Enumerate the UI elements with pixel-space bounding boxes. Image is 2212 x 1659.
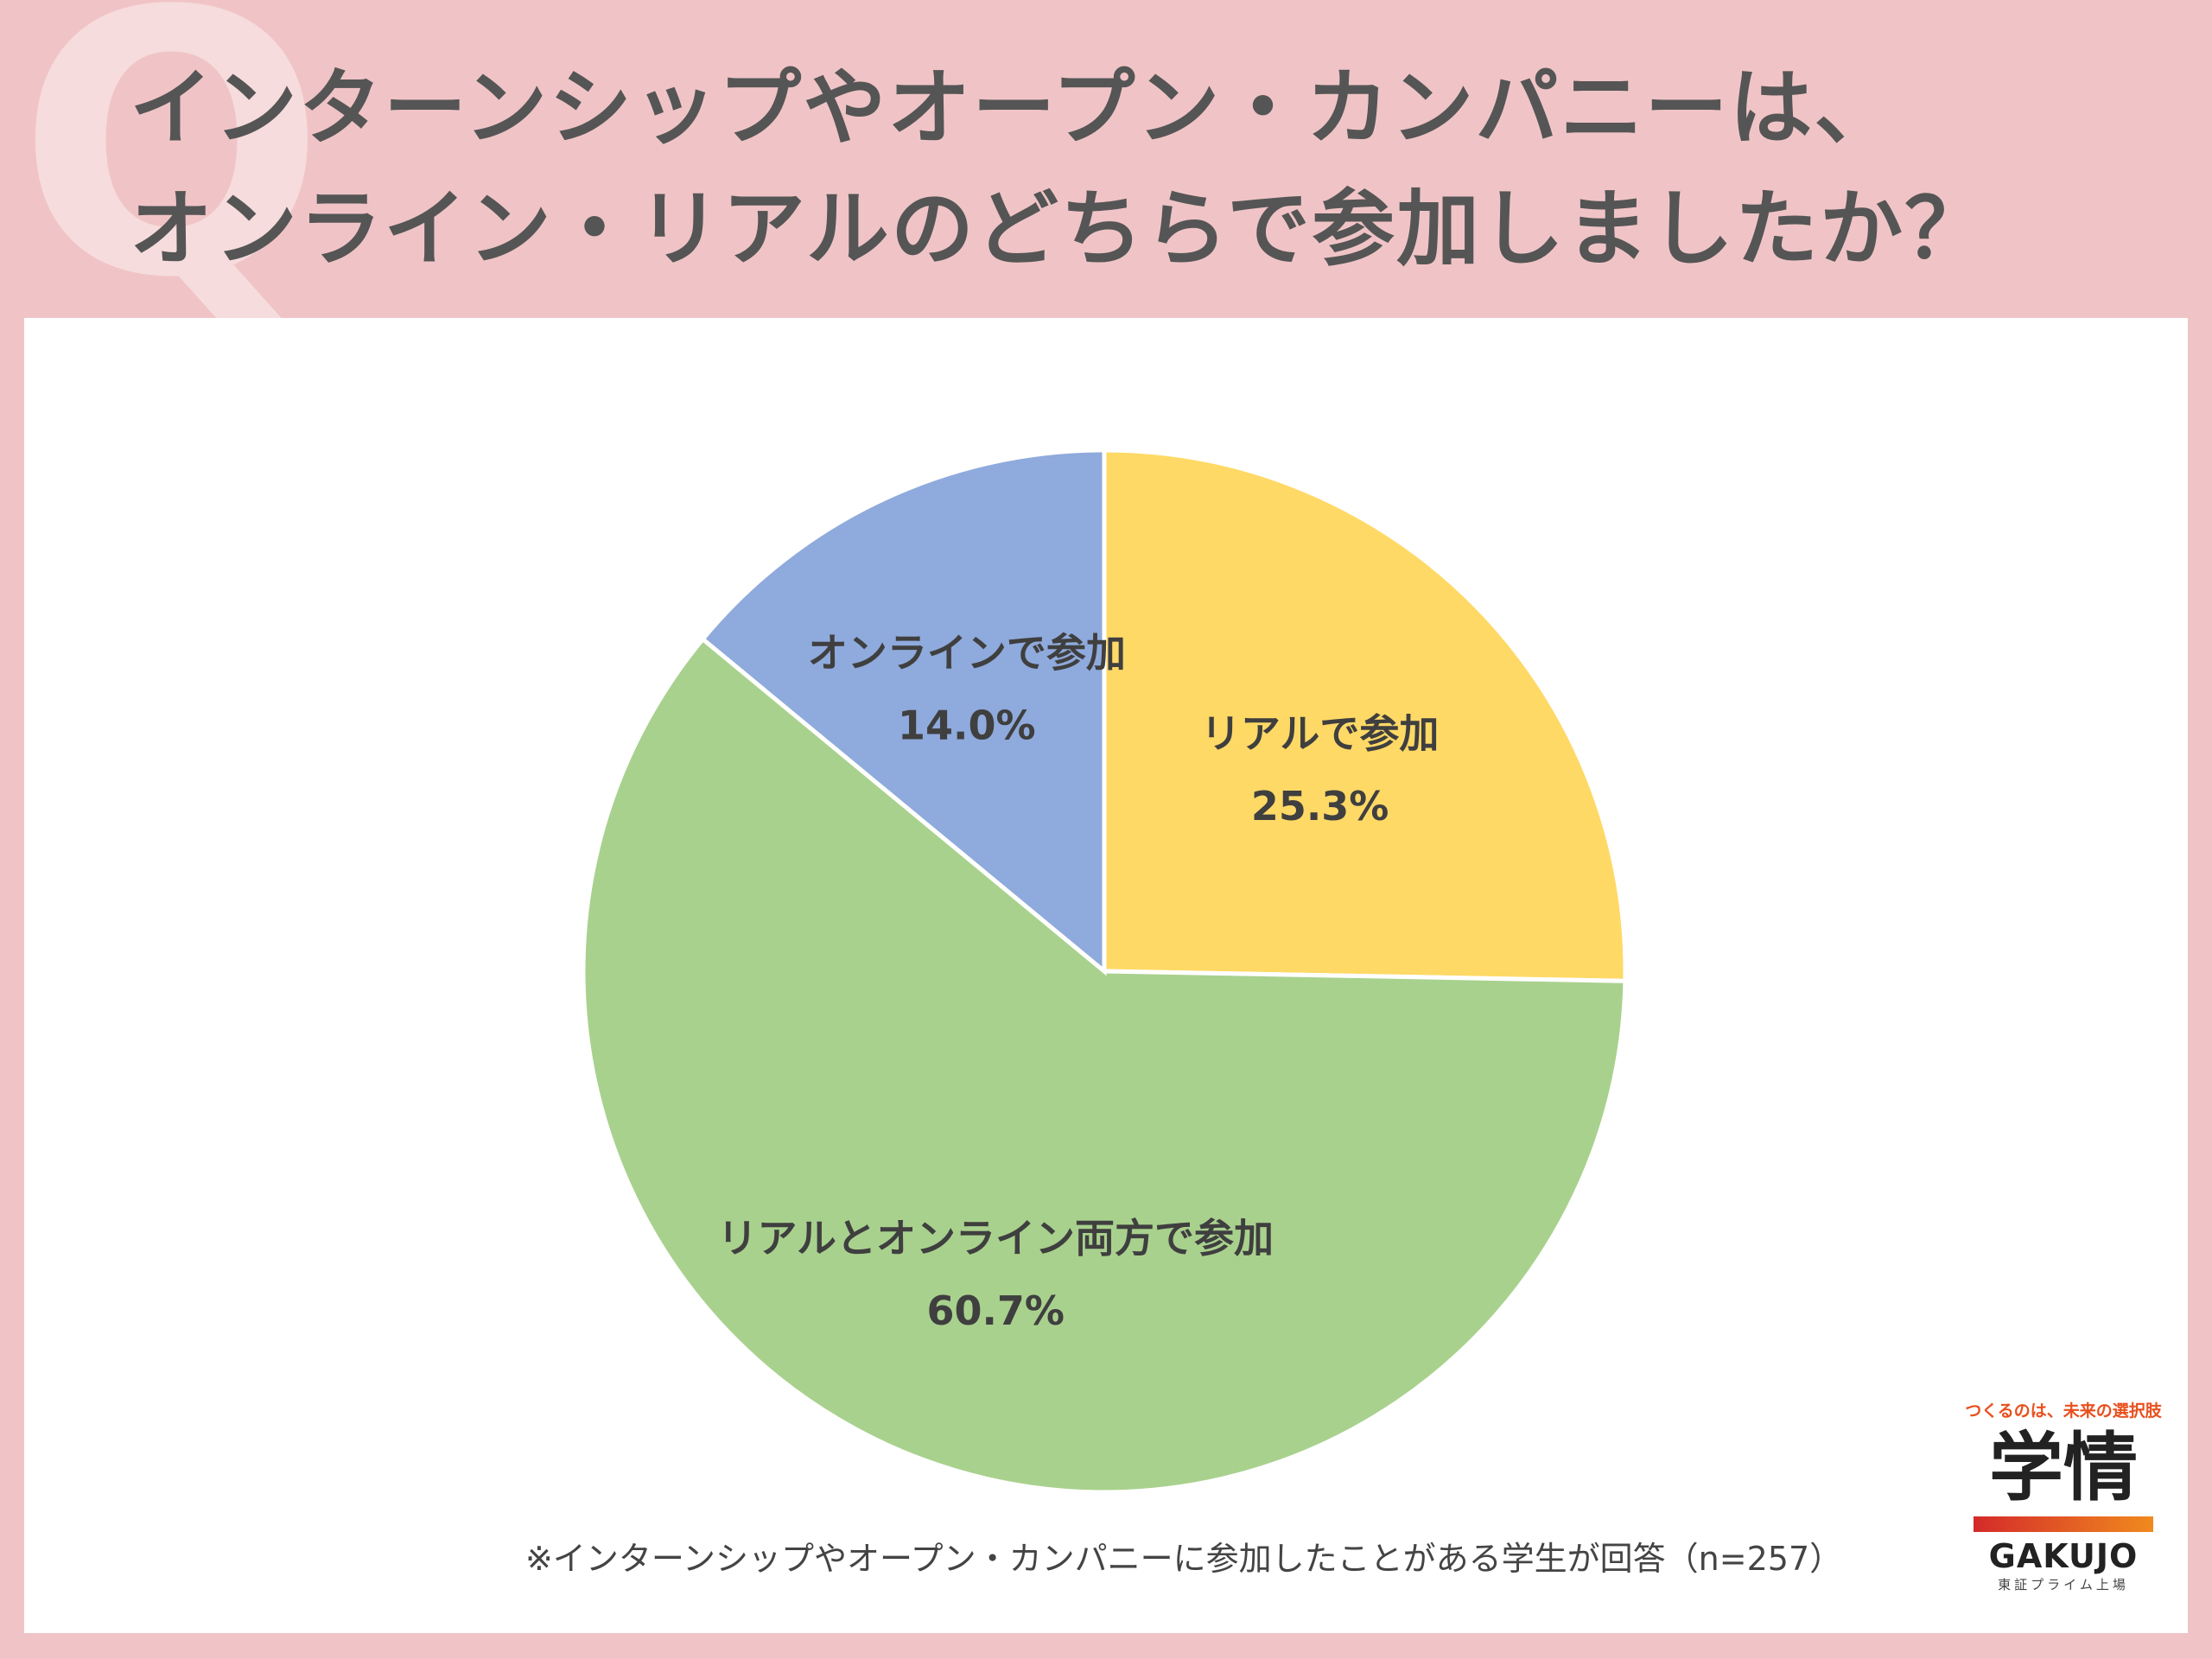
page-title: インターンシップやオープン・カンパニーは、 オンライン・リアルのどちらで参加しま…: [130, 48, 2186, 289]
slice-label-3: オンラインで参加: [808, 630, 1126, 677]
gakujo-logo: つくるのは、未来の選択肢 学情 GAKUJO 東証プライム上場: [1960, 1398, 2167, 1593]
logo-tagline: つくるのは、未来の選択肢: [1965, 1402, 2162, 1421]
footnote: ※インターンシップやオープン・カンパニーに参加したことがある学生が回答（n=25…: [525, 1540, 1843, 1578]
pie-slice-2: [581, 636, 1628, 1495]
logo-mark: 学情: [1989, 1425, 2138, 1511]
pie-slice-1: [1102, 448, 1628, 983]
q-watermark: Q: [17, 0, 327, 358]
slice-label-1: リアルで参加: [1201, 710, 1440, 757]
pie-slice-3: [699, 448, 1107, 976]
logo-en: GAKUJO: [1988, 1537, 2139, 1575]
logo-sub: 東証プライム上場: [1998, 1577, 2129, 1592]
title-line-1: インターンシップやオープン・カンパニーは、: [130, 60, 1899, 156]
slice-label-2: リアルとオンライン両方で参加: [717, 1215, 1274, 1262]
title-line-2: オンライン・リアルのどちらで参加しましたか？: [130, 181, 1990, 277]
chart-panel: リアルで参加 25.3% リアルとオンライン両方で参加 60.7% オンラインで参加 14…: [24, 318, 2188, 1633]
pie-chart: リアルで参加 25.3% リアルとオンライン両方で参加 60.7% オンラインで参加 14…: [581, 448, 1628, 1495]
slice-value-1: 25.3%: [1251, 783, 1389, 830]
logo-bar: [1974, 1516, 2153, 1532]
slice-value-2: 60.7%: [926, 1287, 1065, 1334]
slice-value-3: 14.0%: [898, 702, 1036, 749]
